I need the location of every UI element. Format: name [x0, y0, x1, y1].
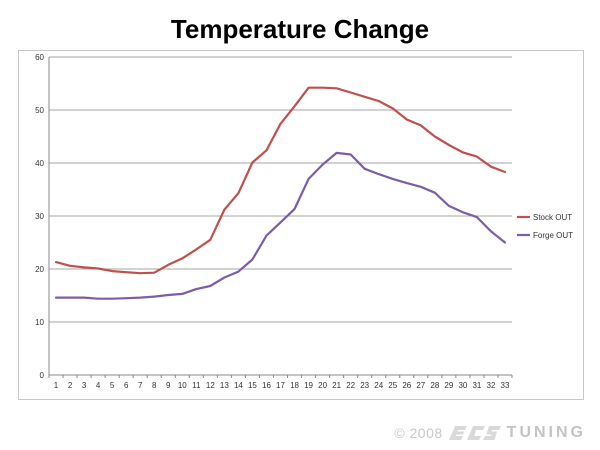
x-tick-label: 20: [318, 381, 327, 390]
chart-title: Temperature Change: [170, 14, 430, 44]
x-tick-label: 19: [304, 381, 313, 390]
x-tick-label: 32: [487, 381, 496, 390]
x-tick-label: 29: [444, 381, 453, 390]
x-tick-label: 1: [54, 381, 59, 390]
y-tick-label: 40: [35, 159, 44, 168]
x-tick-label: 3: [82, 381, 87, 390]
watermark-copyright: © 2008: [394, 425, 443, 441]
x-tick-label: 7: [138, 381, 143, 390]
x-tick-label: 18: [290, 381, 299, 390]
x-tick-label: 27: [416, 381, 425, 390]
series-line-1: [54, 86, 507, 275]
x-tick-label: 17: [276, 381, 285, 390]
y-tick-label: 60: [35, 53, 44, 62]
y-tick-label: 50: [35, 106, 44, 115]
watermark-brand: TUNING: [506, 424, 586, 441]
x-tick-label: 24: [374, 381, 383, 390]
x-tick-label: 5: [110, 381, 115, 390]
y-tick-label: 0: [40, 371, 45, 380]
x-tick-label: 31: [472, 381, 481, 390]
x-tick-label: 22: [346, 381, 355, 390]
x-tick-label: 2: [68, 381, 73, 390]
x-tick-label: 12: [206, 381, 215, 390]
y-tick-label: 20: [35, 265, 44, 274]
x-tick-label: 15: [248, 381, 257, 390]
x-tick-label: 33: [501, 381, 510, 390]
x-tick-label: 13: [220, 381, 229, 390]
x-tick-label: 16: [262, 381, 271, 390]
x-tick-label: 4: [96, 381, 101, 390]
y-tick-label: 10: [35, 318, 44, 327]
x-tick-label: 6: [124, 381, 129, 390]
x-tick-label: 25: [388, 381, 397, 390]
x-tick-label: 23: [360, 381, 369, 390]
watermark: © 2008 TUNING: [394, 422, 586, 444]
legend-label: Forge OUT: [533, 231, 573, 240]
x-tick-label: 28: [430, 381, 439, 390]
series-line-2: [54, 151, 507, 300]
x-tick-label: 11: [192, 381, 201, 390]
y-tick-label: 30: [35, 212, 44, 221]
chart-frame: 0 10 20 30 40 50 60 1 2 3 4 5 6 7 8 9 10 11 12 13 14 15 16 17 18…: [18, 50, 584, 400]
x-tick-label: 26: [402, 381, 411, 390]
x-tick-label: 10: [178, 381, 187, 390]
x-tick-label: 9: [166, 381, 171, 390]
x-tick-label: 21: [332, 381, 341, 390]
legend-label: Stock OUT: [533, 213, 572, 222]
x-tick-label: 14: [234, 381, 243, 390]
ecs-logo: [448, 424, 501, 442]
x-tick-label: 8: [152, 381, 157, 390]
x-tick-label: 30: [458, 381, 467, 390]
